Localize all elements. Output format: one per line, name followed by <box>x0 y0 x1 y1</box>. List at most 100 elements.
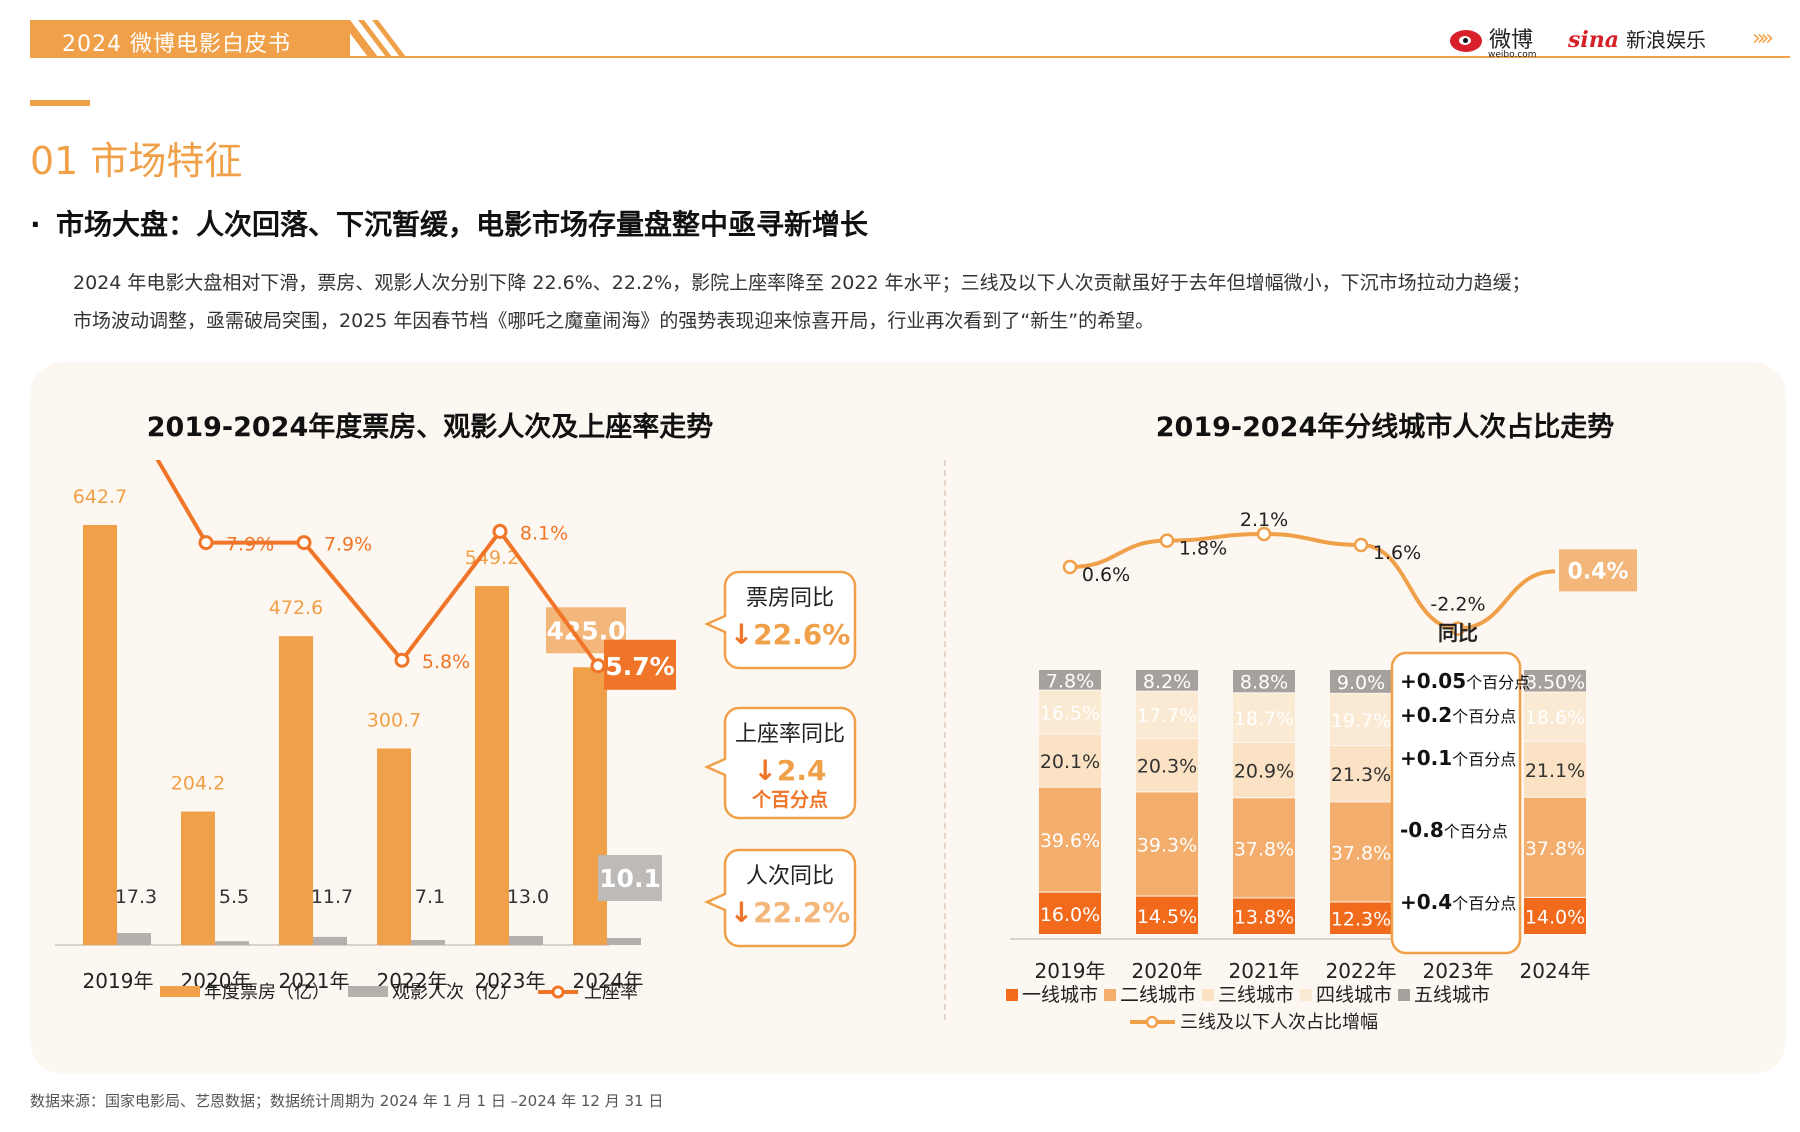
attendance-label: 11.7 <box>311 886 353 908</box>
attendance-bar <box>117 933 151 945</box>
attendance-bar <box>411 940 445 945</box>
callout-bubble <box>703 848 857 948</box>
legend-swatch <box>348 986 388 997</box>
callout-value: ↓22.2% <box>730 896 851 929</box>
legend-label: 三线城市 <box>1218 984 1294 1006</box>
tier-bar-segment <box>1524 692 1586 741</box>
paragraph-line-2: 市场波动调整，亟需破局突围，2025 年因春节档《哪吒之魔童闹海》的强势表现迎来… <box>73 310 1155 332</box>
callout-bubble <box>703 706 857 820</box>
tier-value-label: 18.7% <box>1234 708 1294 730</box>
callout-value: ↓22.6% <box>730 618 851 651</box>
growth-point <box>1159 533 1175 548</box>
tier-bar-segment <box>1330 802 1392 902</box>
box-office-bar <box>181 811 215 945</box>
chart2-title: 2019-2024年分线城市人次占比走势 <box>1155 412 1615 443</box>
legend-swatch <box>1300 989 1312 1001</box>
legend-label: 上座率 <box>584 982 638 1003</box>
growth-label: 1.6% <box>1373 542 1421 564</box>
callout-title: 上座率同比 <box>735 722 845 747</box>
yoy-value: +0.2个百分点 <box>1400 703 1516 727</box>
yoy-value: -0.8个百分点 <box>1400 818 1508 842</box>
box-office-bar <box>377 748 411 945</box>
tier-value-label: 8.8% <box>1240 672 1288 694</box>
tier-bar-segment <box>1039 892 1101 934</box>
growth-point <box>1062 559 1078 575</box>
x-tick-label: 2023年 <box>475 969 546 993</box>
occupancy-label: 8.1% <box>520 522 568 544</box>
chart1-title: 2019-2024年度票房、观影人次及上座率走势 <box>146 412 714 443</box>
chevrons-icon: »» <box>1752 26 1774 51</box>
tier-value-label: 20.1% <box>1040 751 1100 773</box>
chart2-svg: 16.0% 39.6% 20.1% 16.5% 7.8% 2019年 14.5% 39.3% 2… <box>1006 509 1637 1033</box>
box-office-label: 472.6 <box>269 597 323 619</box>
tier-value-label: 8.50% <box>1525 671 1585 693</box>
x-tick-label: 2019年 <box>83 969 154 993</box>
tier-bar-segment <box>1136 738 1198 792</box>
section-heading-text: 市场大盘：人次回落、下沉暂缓，电影市场存量盘整中亟寻新增长 <box>56 208 869 241</box>
box-office-bar <box>279 636 313 945</box>
tier-bar-segment <box>1039 734 1101 787</box>
weibo-eye-icon <box>1450 30 1482 52</box>
accent-bar <box>30 100 90 106</box>
box-office-label: 300.7 <box>367 709 421 731</box>
tier-bar-segment <box>1136 670 1198 691</box>
sina-logo-mark: sina <box>1568 27 1619 53</box>
growth-label: 1.8% <box>1179 538 1227 560</box>
tier-value-label: 7.8% <box>1046 670 1094 692</box>
tier-bar-segment <box>1330 745 1392 802</box>
tier-bar-segment <box>1136 691 1198 738</box>
header-tab <box>30 20 350 57</box>
weibo-logo-sub: weibo.com <box>1488 50 1537 60</box>
paragraph-line-1: 2024 年电影大盘相对下滑，票房、观影人次分别下降 22.6%、22.2%，影… <box>73 272 1531 294</box>
x-tick-label: 2023年 <box>1423 959 1494 983</box>
attendance-bar <box>509 935 543 945</box>
x-tick-label: 2024年 <box>1520 959 1591 983</box>
legend-label: 二线城市 <box>1120 984 1196 1006</box>
chart1-svg: 642.717.32019年204.25.52020年472.611.72021… <box>55 460 857 1003</box>
occupancy-line <box>155 460 600 667</box>
attendance-label: 7.1 <box>415 886 445 908</box>
tier-bar-segment <box>1524 897 1586 934</box>
callout-value: ↓2.4 <box>753 754 826 787</box>
chart1-legend: 年度票房（亿） 观影人次（亿） 上座率 <box>160 982 638 1003</box>
yoy-callout: 人次同比 ↓22.2% <box>703 848 857 948</box>
sina-logo: sina 新浪娱乐 <box>1568 24 1706 53</box>
weibo-logo: 微博 weibo.com <box>1450 22 1537 60</box>
tier-bar-segment <box>1233 693 1295 742</box>
tier-value-label: 9.0% <box>1337 672 1385 694</box>
callout-title: 人次同比 <box>746 864 834 889</box>
tier-value-label: 21.3% <box>1331 764 1391 786</box>
occupancy-point <box>296 535 312 551</box>
box-office-label: 549.2 <box>465 547 519 569</box>
legend-label: 观影人次（亿） <box>392 982 518 1003</box>
occupancy-label: 5.8% <box>422 651 470 673</box>
tier-value-label: 12.3% <box>1331 909 1391 931</box>
tier-value-label: 14.0% <box>1525 906 1585 928</box>
tier-value-label: 39.6% <box>1040 830 1100 852</box>
occupancy-point <box>394 652 410 668</box>
yoy-title: 同比 <box>1438 621 1478 645</box>
occupancy-label: 5.7% <box>605 652 674 681</box>
occupancy-point <box>492 523 508 539</box>
tier-value-label: 16.5% <box>1040 703 1100 725</box>
tier-bar-segment <box>1330 670 1392 693</box>
callout-title: 票房同比 <box>746 586 834 611</box>
legend-swatch <box>1104 989 1116 1001</box>
x-tick-label: 2022年 <box>1326 959 1397 983</box>
tier-bar-segment <box>1330 902 1392 934</box>
tier-value-label: 17.7% <box>1137 705 1197 727</box>
legend-swatch <box>160 986 200 997</box>
tier-value-label: 14.5% <box>1137 906 1197 928</box>
x-tick-label: 2020年 <box>1132 959 1203 983</box>
section-heading: · 市场大盘：人次回落、下沉暂缓，电影市场存量盘整中亟寻新增长 <box>30 203 868 243</box>
growth-label: 0.6% <box>1082 564 1130 586</box>
callout-bubble <box>703 570 857 670</box>
x-tick-label: 2022年 <box>377 969 448 993</box>
x-tick-label: 2021年 <box>1229 959 1300 983</box>
tier-value-label: 13.8% <box>1234 907 1294 929</box>
tier-value-label: 8.2% <box>1143 671 1191 693</box>
legend-swatch <box>1006 989 1018 1001</box>
growth-label: -2.2% <box>1430 594 1485 616</box>
occupancy-highlight <box>604 639 676 690</box>
x-tick-label: 2024年 <box>573 969 644 993</box>
